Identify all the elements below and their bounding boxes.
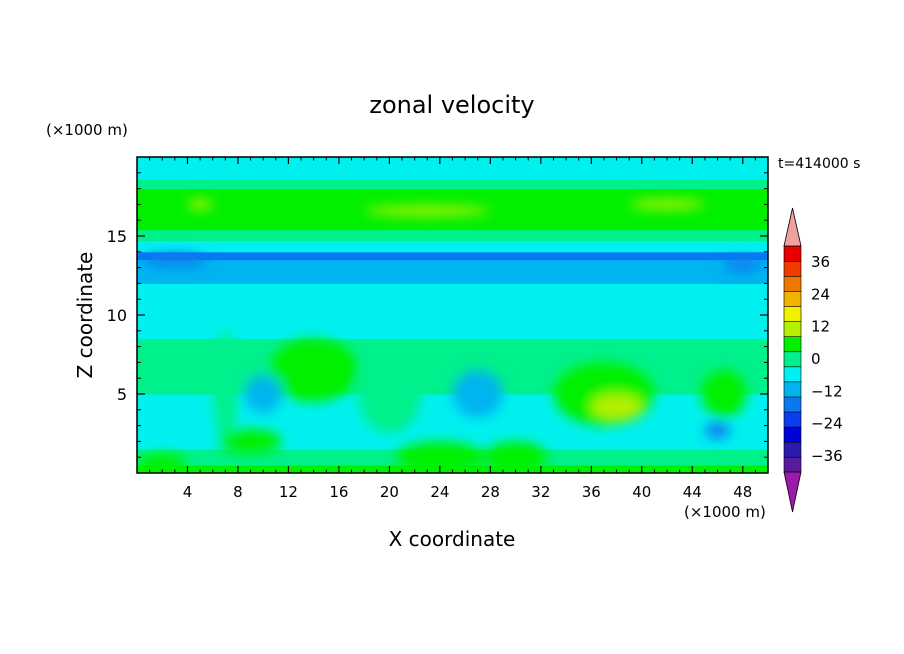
colorbar-tick-label: −36: [811, 447, 843, 465]
colorbar-segment: [783, 411, 802, 428]
colorbar-segment: [783, 351, 802, 368]
y-tick-label: 15: [107, 227, 127, 246]
field-band: [137, 188, 768, 201]
field-feature: [137, 454, 188, 473]
colorbar-segment: [783, 441, 802, 458]
field-feature: [212, 330, 238, 442]
y-unit-label: (×1000 m): [46, 121, 128, 139]
field-feature: [395, 441, 485, 473]
field-band: [137, 338, 768, 363]
colorbar-segment: [783, 305, 802, 322]
colorbar-segment: [783, 396, 802, 413]
field-band: [137, 220, 768, 231]
contour-field: [137, 157, 768, 473]
field-feature: [452, 370, 503, 418]
field-feature: [629, 199, 705, 210]
field-band: [137, 229, 768, 242]
field-band: [137, 179, 768, 190]
x-axis-label: X coordinate: [389, 527, 516, 551]
field-feature: [723, 258, 762, 271]
colorbar-segment: [783, 290, 802, 307]
x-tick-label: 4: [183, 483, 193, 501]
colorbar-segment: [783, 366, 802, 383]
x-tick-label: 16: [329, 483, 348, 501]
field-band: [137, 315, 768, 340]
colorbar-tick-label: 36: [811, 253, 830, 271]
field-band: [137, 240, 768, 253]
x-tick-label: 36: [582, 483, 601, 501]
colorbar-over-arrow: [783, 207, 802, 247]
colorbar: −36 −24 −12 0 12 24 36: [783, 207, 843, 513]
field-feature: [364, 205, 491, 216]
field-feature: [143, 253, 207, 267]
colorbar-tick-label: 24: [811, 285, 830, 303]
y-axis: 5 10 15: [107, 172, 768, 458]
field-feature: [244, 375, 283, 413]
colorbar-under-arrow: [783, 471, 802, 513]
y-tick-label: 10: [107, 306, 127, 325]
x-tick-label: 20: [380, 483, 399, 501]
field-band: [137, 157, 768, 166]
x-tick-label: 48: [733, 483, 752, 501]
field-band: [137, 164, 768, 180]
field-feature: [357, 354, 421, 434]
x-tick-label: 24: [430, 483, 449, 501]
colorbar-tick-label: 12: [811, 318, 830, 336]
field-feature: [219, 428, 283, 455]
x-axis: 4 8 12 16 20 24 28 32 36 40 44 48: [149, 157, 756, 501]
x-tick-label: 44: [683, 483, 702, 501]
y-tick-label: 5: [117, 385, 127, 404]
x-tick-label: 40: [632, 483, 651, 501]
colorbar-segment: [783, 336, 802, 353]
x-unit-label: (×1000 m): [684, 503, 766, 521]
colorbar-tick-label: −24: [811, 415, 843, 433]
colorbar-segment: [783, 275, 802, 292]
colorbar-segment: [783, 260, 802, 277]
time-label: t=414000 s: [778, 156, 860, 172]
colorbar-segment: [783, 456, 802, 473]
x-tick-label: 8: [233, 483, 243, 501]
chart-title: zonal velocity: [369, 91, 534, 119]
field-band: [137, 259, 768, 284]
colorbar-tick-label: 0: [811, 350, 821, 368]
field-band: [137, 362, 768, 395]
field-band: [137, 283, 768, 316]
field-feature: [269, 338, 358, 402]
field-features: [137, 199, 762, 473]
x-tick-label: 28: [481, 483, 500, 501]
colorbar-segment: [783, 426, 802, 443]
field-band: [137, 251, 768, 261]
x-tick-label: 32: [531, 483, 550, 501]
colorbar-segment: [783, 321, 802, 338]
x-tick-label: 12: [279, 483, 298, 501]
y-axis-label: Z coordinate: [73, 252, 97, 379]
colorbar-segment: [783, 245, 802, 262]
field-feature: [591, 394, 642, 420]
field-feature: [484, 441, 548, 473]
field-band: [137, 394, 768, 419]
field-feature: [187, 199, 213, 210]
field-feature: [701, 370, 747, 418]
colorbar-segment: [783, 381, 802, 398]
colorbar-tick-label: −12: [811, 382, 843, 400]
field-feature: [704, 422, 731, 439]
